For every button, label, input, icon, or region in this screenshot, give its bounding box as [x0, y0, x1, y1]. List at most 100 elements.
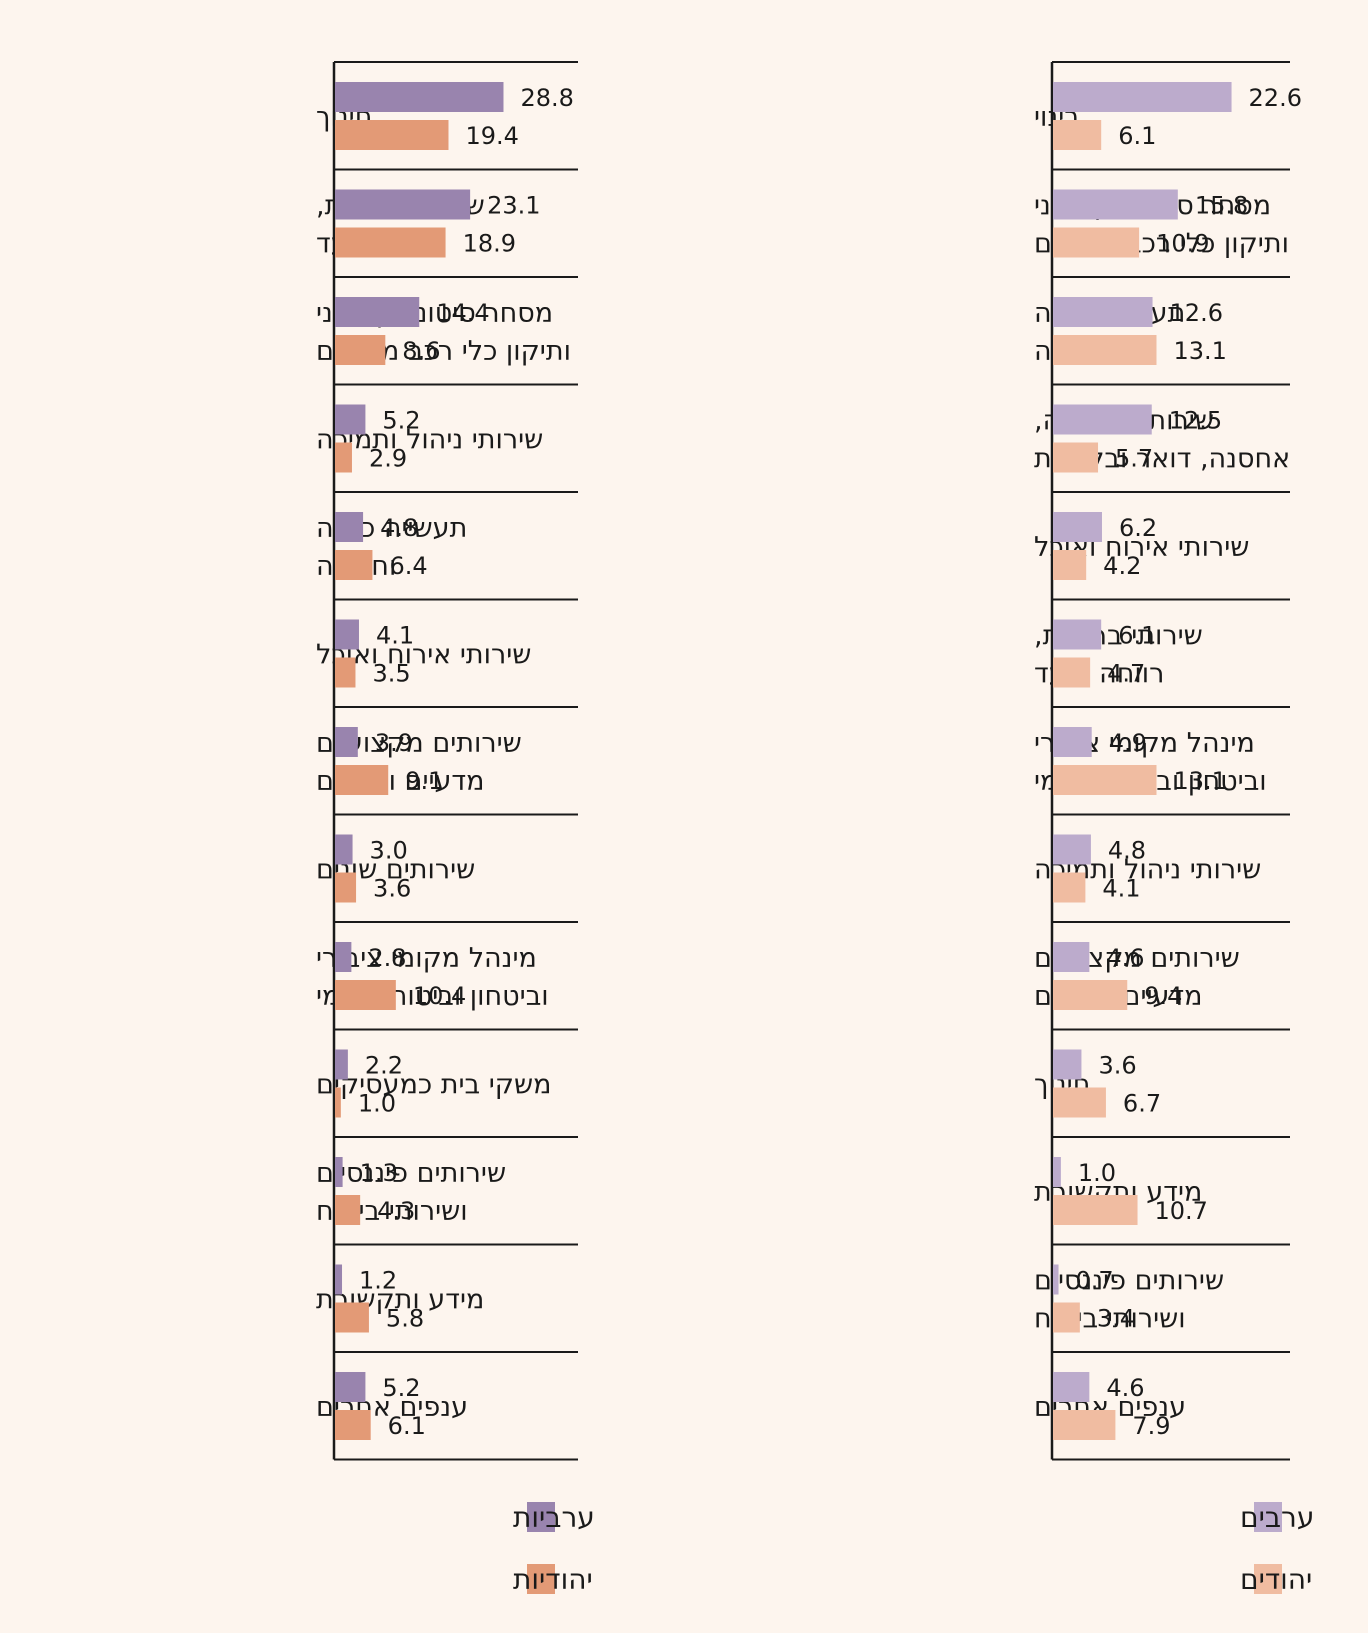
women-bar-arab — [335, 1264, 343, 1295]
men-value-label: 6.1 — [1118, 122, 1156, 150]
women-bar-jewish — [335, 1410, 371, 1440]
men-value-label: 10.9 — [1156, 230, 1209, 258]
men-bar-arab — [1053, 1264, 1059, 1295]
men-bar-jewish — [1053, 550, 1087, 580]
men-bar-jewish — [1053, 1410, 1116, 1440]
men-value-label: 15.8 — [1195, 192, 1248, 220]
men-bar-arab — [1053, 1049, 1082, 1080]
women-value-label: 2.2 — [365, 1052, 403, 1080]
men-value-label: 4.2 — [1103, 552, 1141, 580]
men-category-label: שירותים פיננסיים — [1034, 1265, 1224, 1296]
women-legend-swatch-arab — [527, 1502, 555, 1532]
women-value-label: 3.5 — [372, 660, 410, 688]
women-category-label: משקי בית כמעסיקים — [316, 1069, 551, 1100]
women-bar-arab — [335, 1372, 366, 1402]
men-value-label: 22.6 — [1249, 84, 1302, 112]
women-bar-jewish — [335, 120, 449, 150]
women-category-label: שירותים פיננסיים — [316, 1158, 506, 1189]
women-value-label: 2.9 — [369, 445, 407, 473]
men-value-label: 13.1 — [1173, 767, 1226, 795]
women-bar-arab — [335, 189, 471, 220]
women-value-label: 6.4 — [389, 552, 427, 580]
women-value-label: 1.2 — [359, 1267, 397, 1295]
men-value-label: 3.6 — [1098, 1052, 1136, 1080]
women-value-label: 5.2 — [382, 407, 420, 435]
women-value-label: 3.9 — [375, 729, 413, 757]
men-bar-jewish — [1053, 335, 1157, 365]
women-bar-arab — [335, 82, 504, 112]
women-value-label: 1.3 — [360, 1159, 398, 1187]
men-bar-arab — [1053, 942, 1090, 972]
women-bar-jewish — [335, 442, 352, 473]
men-value-label: 4.9 — [1109, 729, 1147, 757]
men-bar-arab — [1053, 404, 1152, 435]
men-value-label: 6.7 — [1123, 1090, 1161, 1118]
women-value-label: 14.4 — [436, 299, 489, 327]
women-bar-jewish — [335, 335, 386, 365]
women-bar-arab — [335, 1157, 343, 1187]
women-bar-arab — [335, 297, 420, 327]
men-value-label: 7.9 — [1132, 1412, 1170, 1440]
women-value-label: 10.4 — [413, 982, 466, 1010]
women-bar-jewish — [335, 1302, 369, 1333]
men-bar-arab — [1053, 297, 1153, 327]
men-bar-jewish — [1053, 442, 1099, 473]
women-value-label: 8.6 — [402, 337, 440, 365]
women-value-label: 4.1 — [376, 622, 414, 650]
women-legend-swatch-jewish — [527, 1564, 555, 1594]
women-value-label: 2.8 — [368, 944, 406, 972]
women-bar-jewish — [335, 765, 389, 795]
women-bar-arab — [335, 727, 358, 757]
men-value-label: 6.2 — [1119, 514, 1157, 542]
women-bar-arab — [335, 404, 366, 435]
women-bar-arab — [335, 512, 364, 542]
men-value-label: 9.4 — [1144, 982, 1182, 1010]
men-bar-arab — [1053, 1372, 1090, 1402]
women-bar-jewish — [335, 657, 356, 688]
men-bar-arab — [1053, 512, 1102, 542]
men-value-label: 4.6 — [1106, 1374, 1144, 1402]
women-value-label: 3.6 — [373, 875, 411, 903]
men-bar-arab — [1053, 727, 1092, 757]
men-bar-jewish — [1053, 227, 1140, 258]
men-value-label: 12.6 — [1170, 299, 1223, 327]
men-bar-arab — [1053, 82, 1232, 112]
men-value-label: 5.7 — [1115, 445, 1153, 473]
women-bar-arab — [335, 1049, 348, 1080]
women-legend-label: יהודיות — [513, 1563, 593, 1596]
women-value-label: 28.8 — [520, 84, 573, 112]
women-bar-arab — [335, 834, 353, 865]
women-bar-jewish — [335, 1195, 361, 1225]
women-value-label: 6.1 — [388, 1412, 426, 1440]
women-value-label: 4.3 — [377, 1197, 415, 1225]
men-value-label: 13.1 — [1173, 337, 1226, 365]
women-category-label: מינהל מקומי ציבורי — [316, 943, 537, 974]
women-value-label: 23.1 — [487, 192, 540, 220]
women-value-label: 18.9 — [463, 230, 516, 258]
men-value-label: 10.7 — [1155, 1197, 1208, 1225]
men-bar-jewish — [1053, 1087, 1106, 1118]
men-value-label: 4.8 — [1108, 837, 1146, 865]
women-bar-arab — [335, 942, 352, 972]
women-bar-jewish — [335, 980, 396, 1010]
men-value-label: 4.6 — [1106, 944, 1144, 972]
women-value-label: 5.8 — [386, 1305, 424, 1333]
women-value-label: 19.4 — [465, 122, 518, 150]
women-bar-jewish — [335, 227, 446, 258]
men-legend-swatch-jewish — [1254, 1564, 1282, 1594]
men-value-label: 4.7 — [1107, 660, 1145, 688]
women-bar-jewish — [335, 1087, 341, 1118]
men-value-label: 1.0 — [1078, 1159, 1116, 1187]
women-bar-jewish — [335, 550, 373, 580]
women-bar-jewish — [335, 872, 357, 903]
men-bar-arab — [1053, 619, 1102, 650]
women-value-label: 1.0 — [358, 1090, 396, 1118]
men-value-label: 4.1 — [1102, 875, 1140, 903]
men-bar-jewish — [1053, 765, 1157, 795]
men-value-label: 12.5 — [1169, 407, 1222, 435]
men-bar-jewish — [1053, 1302, 1080, 1333]
men-bar-jewish — [1053, 1195, 1138, 1225]
men-bar-jewish — [1053, 872, 1086, 903]
men-bar-jewish — [1053, 657, 1091, 688]
